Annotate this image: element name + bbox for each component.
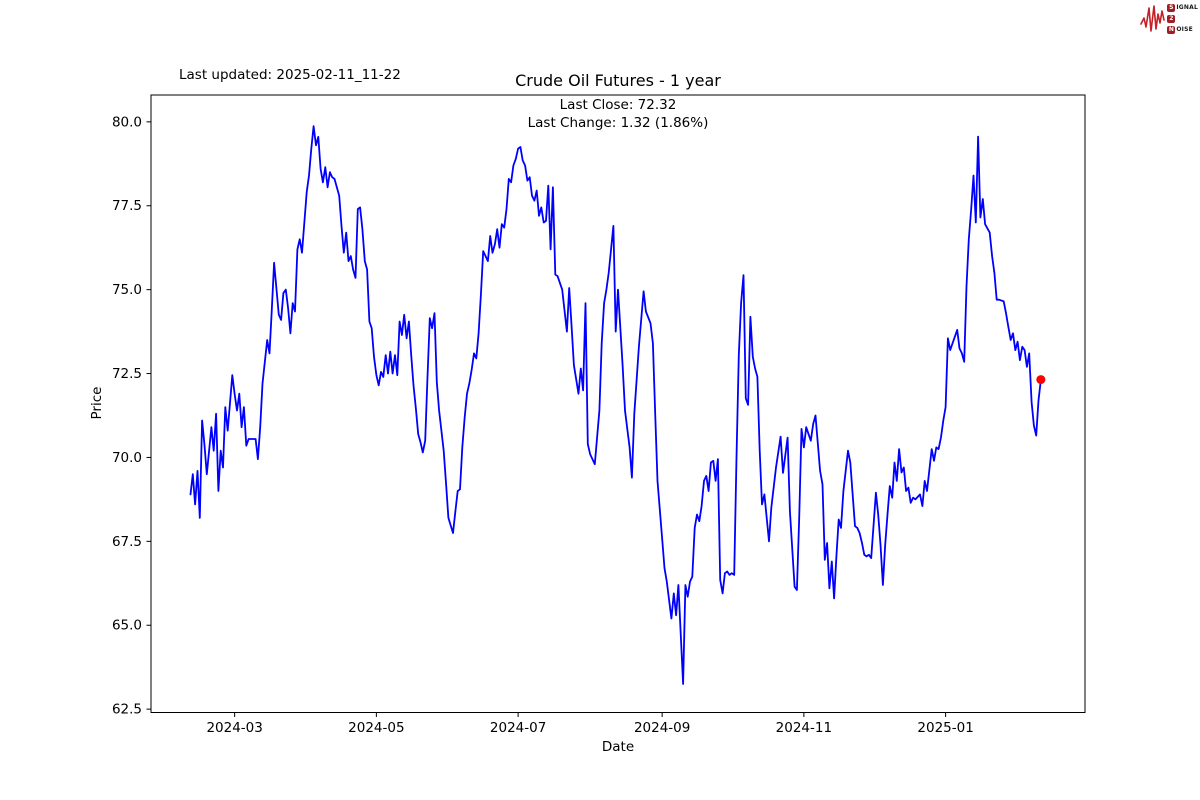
chart-title: Crude Oil Futures - 1 year bbox=[515, 71, 721, 90]
logo-word-ignal: IGNAL bbox=[1176, 4, 1198, 11]
last-close-text: Last Close: 72.32 bbox=[559, 97, 677, 113]
last-updated-text: Last updated: 2025-02-11_11-22 bbox=[179, 67, 401, 83]
logo-text: S IGNAL 2 N OISE bbox=[1167, 3, 1198, 35]
last-price-dot bbox=[1036, 375, 1046, 385]
chart-subtitle: Last Close: 72.32 Last Change: 1.32 (1.8… bbox=[151, 96, 1085, 132]
x-tick-label: 2024-07 bbox=[490, 720, 546, 736]
y-tick-label: 77.5 bbox=[112, 198, 142, 214]
y-tick-label: 80.0 bbox=[112, 114, 142, 130]
logo-letterbox-2: 2 bbox=[1167, 15, 1176, 23]
x-tick-label: 2025-01 bbox=[917, 720, 973, 736]
logo-row-2: 2 bbox=[1167, 14, 1198, 24]
y-tick-label: 65.0 bbox=[112, 618, 142, 634]
signal2noise-logo: S IGNAL 2 N OISE bbox=[1140, 3, 1198, 35]
x-tick-label: 2024-03 bbox=[206, 720, 262, 736]
x-tick-label: 2024-11 bbox=[776, 720, 832, 736]
y-tick-label: 72.5 bbox=[112, 366, 142, 382]
logo-letterbox-n: N bbox=[1167, 26, 1176, 34]
logo-word-oise: OISE bbox=[1176, 26, 1193, 33]
y-tick-label: 70.0 bbox=[112, 450, 142, 466]
x-tick-label: 2024-05 bbox=[348, 720, 404, 736]
logo-row-signal: S IGNAL bbox=[1167, 3, 1198, 13]
logo-row-noise: N OISE bbox=[1167, 25, 1198, 35]
x-axis-label: Date bbox=[601, 739, 635, 755]
y-tick-label: 67.5 bbox=[112, 534, 142, 550]
y-tick-label: 75.0 bbox=[112, 282, 142, 298]
logo-letterbox-s: S bbox=[1167, 4, 1176, 12]
last-change-text: Last Change: 1.32 (1.86%) bbox=[527, 115, 709, 131]
ecg-waveform-icon bbox=[1140, 5, 1166, 32]
x-tick-label: 2024-09 bbox=[634, 720, 690, 736]
y-tick-label: 62.5 bbox=[112, 702, 142, 718]
price-line bbox=[189, 125, 1042, 685]
plot-border bbox=[150, 94, 1086, 713]
